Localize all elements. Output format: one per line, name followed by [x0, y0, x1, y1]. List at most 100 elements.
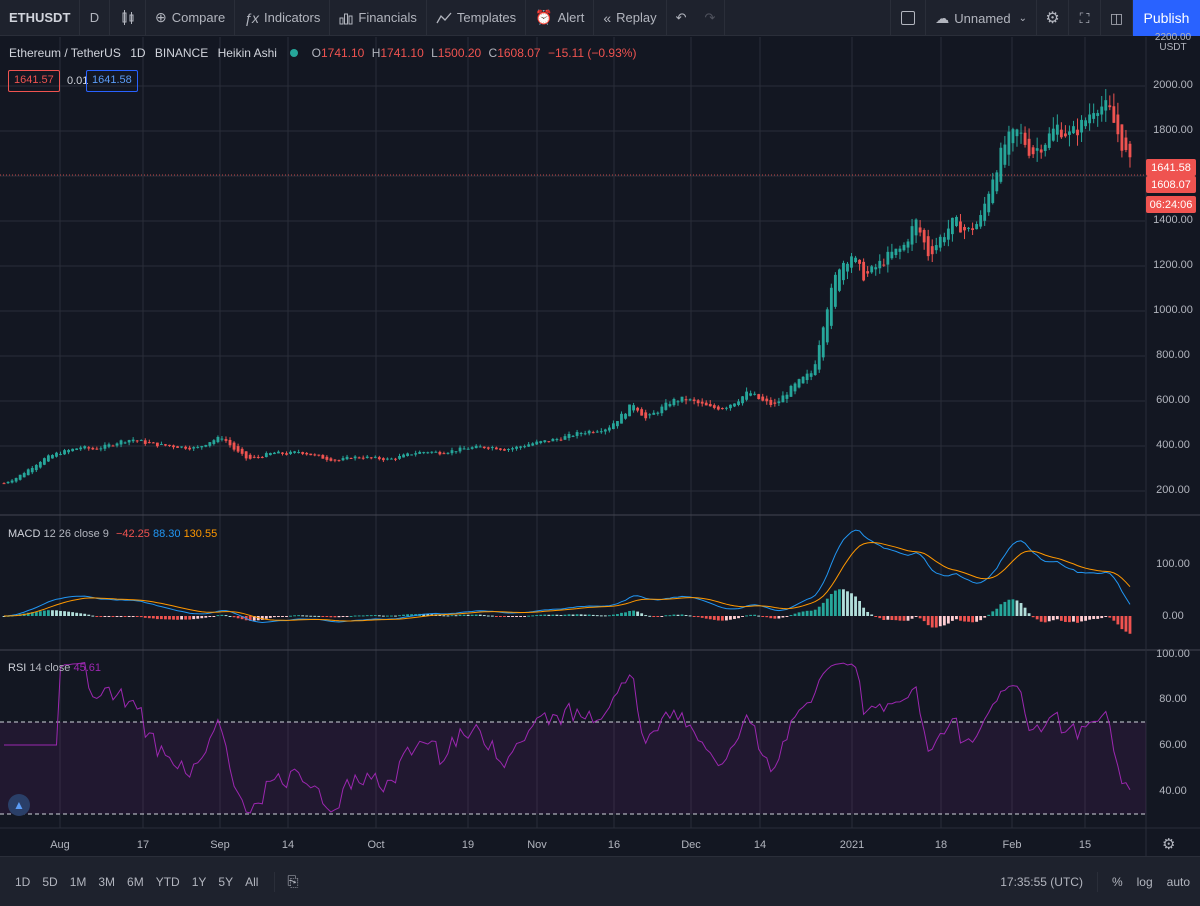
undo-button[interactable]: ↶ — [667, 0, 696, 36]
range-button-1y[interactable]: 1Y — [191, 874, 207, 889]
candle-body — [172, 445, 175, 448]
compare-button[interactable]: ⊕ Compare — [146, 0, 236, 36]
axis-settings-gear-icon[interactable]: ⚙ — [1162, 836, 1176, 853]
macd-signal-line — [4, 541, 1131, 622]
financials-button[interactable]: Financials — [330, 0, 427, 36]
candle-body — [765, 398, 769, 402]
candle-body — [381, 458, 385, 461]
range-button-5y[interactable]: 5Y — [218, 874, 234, 889]
percent-toggle[interactable]: % — [1111, 875, 1123, 889]
macd-histogram-bar — [1120, 616, 1124, 630]
macd-histogram-bar — [700, 616, 704, 618]
price-axis-label: 600.00 — [1156, 394, 1190, 406]
candle-body — [769, 399, 773, 405]
candle-body — [720, 408, 724, 410]
macd-histogram-bar — [1080, 616, 1083, 622]
candle-body — [599, 431, 603, 433]
candle-body — [1043, 144, 1047, 151]
replay-button[interactable]: « Replay — [594, 0, 667, 36]
macd-histogram-bar — [575, 614, 579, 616]
candle-body — [1092, 113, 1096, 119]
cloud-icon: ☁ — [935, 9, 950, 26]
candle-body — [87, 447, 91, 449]
buy-price-button[interactable]: 1641.58 — [86, 70, 138, 92]
price-axis-top: 2200.00 USDT — [1146, 33, 1200, 53]
candle-body — [519, 446, 523, 448]
rsi-legend[interactable]: RSI 14 close 45.61 — [8, 662, 101, 674]
candle-body — [551, 438, 555, 442]
sell-price-button[interactable]: 1641.57 — [8, 70, 60, 92]
fullscreen-button[interactable]: ⛶ — [1069, 0, 1101, 36]
macd-histogram-bar — [1076, 616, 1079, 623]
symbol-title[interactable]: Ethereum / TetherUS — [9, 46, 121, 60]
macd-histogram-bar — [745, 615, 749, 617]
chart-canvas[interactable] — [0, 37, 1200, 856]
candle-body — [458, 447, 462, 452]
macd-histogram-bar — [1011, 599, 1015, 616]
candle-body — [422, 452, 426, 454]
log-toggle[interactable]: log — [1136, 875, 1153, 889]
go-to-date-icon[interactable]: ⎘ — [287, 873, 299, 889]
candle-body — [252, 456, 256, 458]
candle-body — [434, 451, 438, 453]
indicators-button[interactable]: ƒx Indicators — [235, 0, 331, 36]
time-axis-label: 15 — [1078, 839, 1092, 851]
interval-button[interactable]: D — [80, 0, 110, 36]
range-button-3m[interactable]: 3M — [98, 874, 116, 889]
candle-body — [862, 261, 866, 281]
candle-body — [466, 448, 470, 450]
multi-layout-button[interactable] — [890, 0, 927, 36]
range-button-1m[interactable]: 1M — [69, 874, 87, 889]
candle-body — [1120, 124, 1124, 151]
utc-clock[interactable]: 17:35:55 (UTC) — [1000, 875, 1083, 889]
candle-body — [204, 444, 208, 447]
snapshot-button[interactable]: ◫ — [1101, 0, 1133, 36]
candle-body — [555, 439, 559, 441]
candle-body — [305, 452, 309, 455]
settings-button[interactable]: ⚙ — [1037, 0, 1069, 36]
candle-body — [454, 451, 458, 453]
candle-body — [232, 442, 236, 450]
alert-button[interactable]: ⏰ Alert — [526, 0, 595, 36]
macd-histogram-bar — [829, 593, 833, 616]
candle-body — [329, 458, 333, 461]
chart-type-button[interactable] — [110, 0, 146, 36]
symbol-search[interactable]: ETHUSDT — [0, 0, 80, 36]
camera-icon: ◫ — [1109, 9, 1124, 26]
candle-body — [652, 412, 656, 415]
macd-histogram-bar — [1059, 616, 1063, 621]
candle-body — [729, 404, 732, 409]
candle-body — [950, 217, 954, 235]
auto-toggle[interactable]: auto — [1166, 875, 1190, 889]
range-button-all[interactable]: All — [245, 874, 259, 889]
macd-histogram-bar — [979, 616, 983, 621]
range-button-6m[interactable]: 6M — [127, 874, 144, 889]
candle-body — [749, 393, 753, 396]
macd-histogram-bar — [603, 615, 607, 617]
publish-button[interactable]: Publish — [1133, 0, 1200, 36]
time-axis-label: 2021 — [839, 839, 865, 851]
macd-histogram-bar — [1092, 616, 1096, 620]
candle-body — [494, 447, 498, 450]
macd-legend[interactable]: MACD 12 26 close 9 −42.25 88.30 130.55 — [8, 528, 218, 540]
range-button-ytd[interactable]: YTD — [155, 874, 180, 889]
range-button-1d[interactable]: 1D — [15, 874, 31, 889]
macd-histogram-bar — [1072, 616, 1075, 622]
macd-histogram-bar — [858, 600, 862, 616]
range-button-5d[interactable]: 5D — [42, 874, 58, 889]
layout-name-button[interactable]: ☁ Unnamed ⌄ — [926, 0, 1037, 36]
time-axis-label: 14 — [281, 839, 295, 851]
macd-histogram-bar — [1047, 616, 1051, 622]
price-axis-unit: USDT — [1159, 42, 1187, 53]
macd-histogram-bar — [963, 616, 966, 622]
top-toolbar: ETHUSDT D ⊕ Compare ƒx Indicators Financ… — [0, 0, 1200, 36]
tradingview-logo-icon[interactable]: ▲ — [8, 794, 30, 816]
candle-body — [151, 442, 155, 444]
macd-histogram-bar — [164, 616, 167, 620]
macd-histogram-bar — [688, 615, 692, 617]
price-axis-label: 1400.00 — [1153, 214, 1193, 226]
redo-button[interactable]: ↷ — [696, 0, 726, 36]
templates-button[interactable]: Templates — [427, 0, 527, 36]
macd-histogram-bar — [341, 616, 345, 617]
candle-body — [1027, 138, 1031, 156]
